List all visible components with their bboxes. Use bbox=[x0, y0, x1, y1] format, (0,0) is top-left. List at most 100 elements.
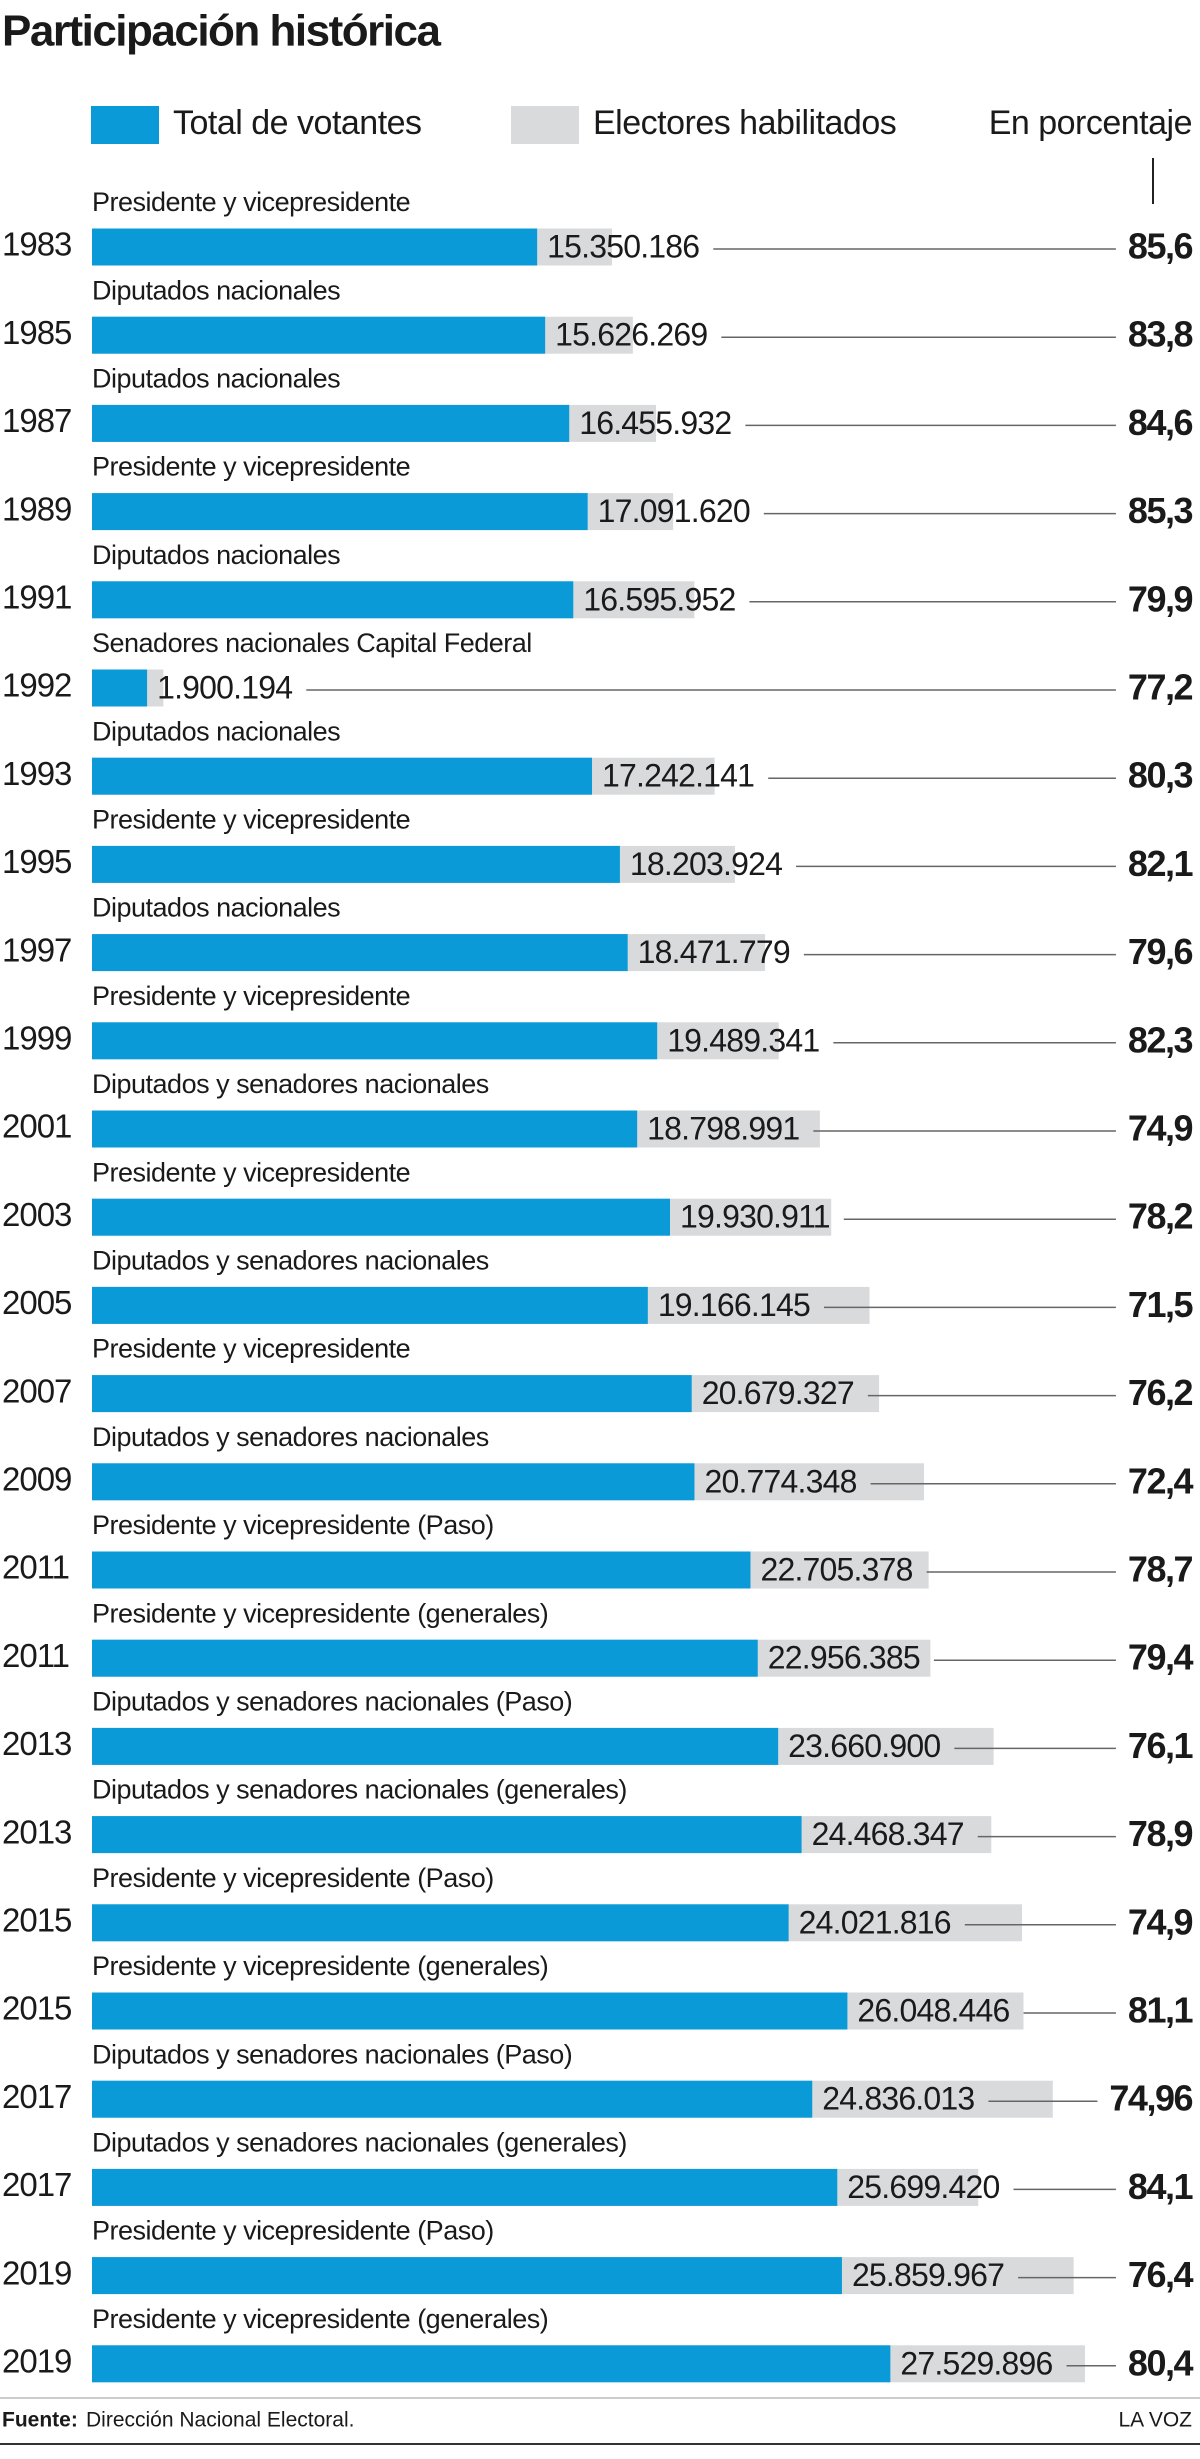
percentage-label: 74,9 bbox=[1128, 1108, 1193, 1149]
value-label: 19.489.341 bbox=[667, 1022, 819, 1058]
bar bbox=[92, 493, 588, 531]
row-description: Diputados y senadores nacionales bbox=[92, 1246, 489, 1276]
percentage-label: 79,9 bbox=[1128, 578, 1193, 619]
y-tick-label: 2015 bbox=[2, 1990, 71, 2027]
percentage-label: 78,2 bbox=[1128, 1196, 1193, 1237]
value-label: 19.930.911 bbox=[680, 1199, 830, 1235]
percentage-label: 78,9 bbox=[1128, 1813, 1193, 1854]
row-description: Presidente y vicepresidente bbox=[92, 1157, 410, 1187]
credit: LA VOZ bbox=[1118, 2409, 1192, 2432]
percentage-label: 81,1 bbox=[1128, 1990, 1194, 2031]
percentage-label: 80,4 bbox=[1128, 2342, 1194, 2383]
bar bbox=[92, 1022, 658, 1060]
bar bbox=[92, 1375, 692, 1413]
y-tick-label: 2009 bbox=[2, 1461, 71, 1498]
percentage-label: 72,4 bbox=[1128, 1460, 1194, 1501]
row-description: Presidente y vicepresidente (generales) bbox=[92, 1951, 548, 1981]
y-tick-label: 1989 bbox=[2, 490, 71, 527]
value-label: 22.956.385 bbox=[768, 1640, 920, 1676]
y-tick-label: 1987 bbox=[2, 402, 71, 439]
row-description: Presidente y vicepresidente bbox=[92, 805, 410, 835]
value-label: 16.455.932 bbox=[579, 405, 731, 441]
value-label: 18.203.924 bbox=[630, 846, 782, 882]
percentage-label: 78,7 bbox=[1128, 1549, 1193, 1590]
bar bbox=[92, 1110, 638, 1148]
legend-label: Total de votantes bbox=[173, 104, 422, 142]
value-label: 24.468.347 bbox=[812, 1816, 964, 1852]
row-description: Diputados nacionales bbox=[92, 893, 340, 923]
row-description: Presidente y vicepresidente (Paso) bbox=[92, 2216, 494, 2246]
source: Dirección Nacional Electoral. bbox=[86, 2409, 354, 2432]
y-tick-label: 2007 bbox=[2, 1372, 71, 1409]
percentage-label: 74,96 bbox=[1109, 2078, 1192, 2119]
y-tick-label: 2019 bbox=[2, 2343, 71, 2380]
row-description: Presidente y vicepresidente (generales) bbox=[92, 1598, 548, 1628]
row-description: Diputados nacionales bbox=[92, 275, 340, 305]
percentage-label: 80,3 bbox=[1128, 755, 1193, 796]
row-description: Diputados y senadores nacionales (Paso) bbox=[92, 2039, 572, 2069]
value-label: 15.350.186 bbox=[547, 228, 699, 264]
percentage-label: 76,4 bbox=[1128, 2254, 1194, 2295]
y-tick-label: 1983 bbox=[2, 226, 71, 263]
value-label: 22.705.378 bbox=[760, 1551, 912, 1587]
percentage-label: 85,6 bbox=[1128, 226, 1193, 267]
bar bbox=[92, 1463, 695, 1501]
y-tick-label: 2013 bbox=[2, 1725, 71, 1762]
value-label: 17.242.141 bbox=[602, 758, 754, 794]
row-description: Presidente y vicepresidente bbox=[92, 187, 410, 217]
bar bbox=[92, 1198, 670, 1236]
bar bbox=[92, 2080, 813, 2118]
y-tick-label: 2011 bbox=[2, 1549, 69, 1586]
value-label: 20.774.348 bbox=[704, 1463, 856, 1499]
y-tick-label: 1985 bbox=[2, 314, 71, 351]
bar bbox=[92, 404, 570, 442]
bar bbox=[92, 1639, 758, 1677]
y-tick-label: 1991 bbox=[2, 579, 71, 616]
legend-swatch bbox=[91, 106, 159, 144]
y-tick-label: 2011 bbox=[2, 1637, 69, 1674]
percentage-label: 82,1 bbox=[1128, 843, 1194, 884]
percentage-label: 79,6 bbox=[1128, 931, 1193, 972]
bar bbox=[92, 845, 620, 883]
value-label: 24.836.013 bbox=[822, 2081, 974, 2117]
percentage-label: 84,1 bbox=[1128, 2166, 1194, 2207]
legend-swatch bbox=[511, 106, 579, 144]
bar bbox=[92, 2168, 838, 2206]
row-description: Presidente y vicepresidente (generales) bbox=[92, 2304, 548, 2334]
y-tick-label: 1999 bbox=[2, 1020, 71, 1057]
value-label: 15.626.269 bbox=[555, 317, 707, 353]
bar bbox=[92, 2257, 842, 2295]
legend-label: En porcentaje bbox=[989, 104, 1192, 142]
row-description: Diputados nacionales bbox=[92, 540, 340, 570]
percentage-label: 83,8 bbox=[1128, 314, 1193, 355]
row-description: Diputados y senadores nacionales (genera… bbox=[92, 2128, 627, 2158]
value-label: 27.529.896 bbox=[900, 2345, 1052, 2381]
value-label: 16.595.952 bbox=[583, 581, 735, 617]
percentage-label: 79,4 bbox=[1128, 1637, 1194, 1678]
percentage-label: 82,3 bbox=[1128, 1019, 1193, 1060]
percentage-label: 76,1 bbox=[1128, 1725, 1194, 1766]
bar bbox=[92, 757, 593, 795]
percentage-label: 71,5 bbox=[1128, 1284, 1194, 1325]
row-description: Diputados y senadores nacionales bbox=[92, 1069, 489, 1099]
percentage-label: 77,2 bbox=[1128, 667, 1193, 708]
row-description: Diputados y senadores nacionales (Paso) bbox=[92, 1687, 572, 1717]
y-tick-label: 1993 bbox=[2, 755, 71, 792]
y-tick-label: 1995 bbox=[2, 843, 71, 880]
bar bbox=[92, 669, 148, 707]
bar bbox=[92, 1816, 802, 1854]
bar bbox=[92, 2345, 891, 2383]
value-label: 20.679.327 bbox=[702, 1375, 854, 1411]
source-label: Fuente: bbox=[2, 2409, 78, 2432]
row-description: Diputados y senadores nacionales (genera… bbox=[92, 1775, 627, 1805]
row-description: Senadores nacionales Capital Federal bbox=[92, 628, 532, 658]
y-tick-label: 2019 bbox=[2, 2254, 71, 2291]
bar bbox=[92, 1286, 648, 1324]
value-label: 1.900.194 bbox=[157, 669, 292, 705]
y-tick-label: 2017 bbox=[2, 2078, 71, 2115]
value-label: 24.021.816 bbox=[799, 1904, 951, 1940]
value-label: 18.798.991 bbox=[647, 1110, 799, 1146]
bar bbox=[92, 316, 546, 354]
percentage-label: 85,3 bbox=[1128, 490, 1193, 531]
